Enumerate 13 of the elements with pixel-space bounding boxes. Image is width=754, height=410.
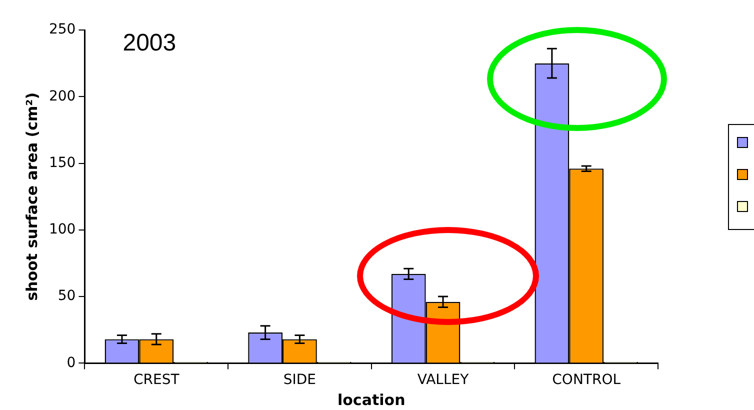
y-tick-label: 200 bbox=[48, 88, 76, 104]
y-tick-label: 50 bbox=[58, 288, 76, 304]
x-tick-label: VALLEY bbox=[417, 372, 470, 388]
x-axis-title: location bbox=[337, 390, 406, 409]
y-tick-label: 250 bbox=[48, 22, 76, 38]
x-tick-label: CREST bbox=[133, 372, 180, 388]
y-tick-label: 150 bbox=[48, 154, 76, 171]
y-axis-title: shoot surface area (cm²) bbox=[22, 92, 41, 301]
x-tick-label: SIDE bbox=[283, 372, 316, 388]
y-tick-label: 100 bbox=[48, 222, 76, 238]
y-tick-label: 0 bbox=[66, 354, 76, 371]
x-tick-label: CONTROL bbox=[552, 372, 621, 388]
annotation: 2003 bbox=[122, 30, 176, 57]
